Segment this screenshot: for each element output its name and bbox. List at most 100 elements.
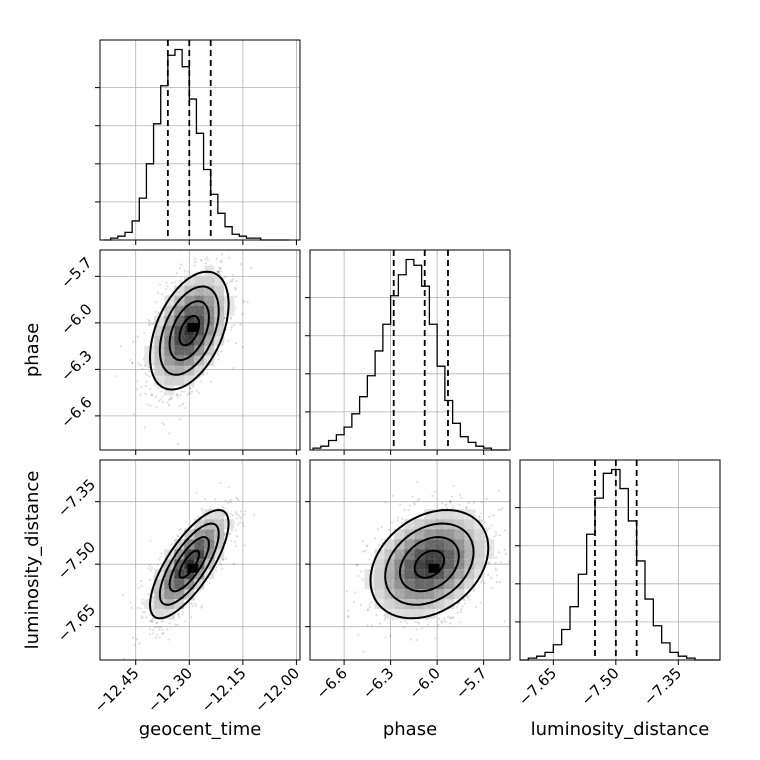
sample-point — [162, 401, 165, 404]
sample-point — [132, 412, 135, 416]
contour-line — [148, 508, 230, 620]
sample-point — [137, 362, 140, 365]
density-cell — [424, 589, 435, 600]
sample-point — [161, 421, 164, 425]
sample-point — [148, 619, 151, 622]
sample-point — [480, 500, 483, 504]
density-cell — [424, 599, 435, 610]
sample-point — [235, 496, 238, 499]
density-cell — [394, 579, 405, 590]
density-cell — [214, 509, 225, 520]
sample-point — [235, 544, 238, 548]
sample-point — [191, 604, 194, 608]
sample-point — [399, 620, 403, 624]
sample-point — [376, 527, 380, 531]
sample-point — [490, 576, 493, 579]
sample-point — [463, 602, 467, 605]
density-cell — [474, 549, 485, 560]
density-cell — [154, 315, 165, 326]
sample-point — [346, 609, 350, 612]
density-cell — [484, 549, 495, 560]
density-cell — [164, 375, 175, 386]
sample-point — [494, 561, 497, 565]
sample-point — [504, 552, 507, 556]
x-axis-label-luminosity-distance: luminosity_distance — [531, 719, 710, 740]
sample-point — [362, 650, 365, 653]
sample-point — [181, 390, 184, 393]
sample-point — [230, 326, 233, 329]
sample-point — [366, 545, 369, 548]
sample-point — [129, 358, 132, 362]
sample-point — [388, 528, 391, 532]
sample-point — [465, 595, 469, 598]
sample-point — [205, 372, 209, 375]
sample-point — [217, 350, 220, 353]
sample-point — [145, 380, 148, 383]
sample-point — [449, 501, 452, 504]
density-cell — [214, 285, 225, 296]
sample-point — [463, 598, 466, 601]
sample-point — [365, 544, 368, 547]
density-cell — [374, 579, 385, 590]
sample-point — [238, 515, 242, 518]
sample-point — [417, 498, 421, 501]
sample-point — [468, 598, 471, 601]
x-tick-label: −12.45 — [91, 664, 143, 716]
sample-point — [416, 481, 419, 484]
density-cell — [384, 589, 395, 600]
sample-point — [184, 407, 187, 410]
sample-point — [232, 562, 235, 565]
sample-point — [483, 536, 487, 539]
density-cell — [184, 295, 195, 306]
sample-point — [141, 367, 144, 370]
density-cell — [194, 285, 205, 296]
sample-point — [154, 625, 157, 629]
sample-point — [237, 523, 240, 526]
sample-point — [231, 273, 235, 276]
y-tick-label: −6.3 — [57, 347, 95, 385]
sample-point — [392, 618, 395, 621]
sample-point — [228, 532, 232, 535]
sample-point — [180, 403, 183, 407]
density-cell — [474, 569, 485, 580]
hist-geocent-time-panel — [95, 39, 301, 245]
sample-point — [147, 567, 150, 570]
density-cell — [204, 285, 215, 296]
sample-point — [188, 387, 191, 390]
sample-point — [155, 301, 158, 304]
sample-point — [167, 432, 171, 435]
density-cell — [214, 275, 225, 286]
density-cell — [194, 335, 205, 346]
sample-point — [378, 622, 382, 625]
sample-point — [377, 543, 380, 546]
sample-point — [391, 521, 394, 524]
sample-point — [347, 615, 350, 619]
sample-point — [384, 501, 387, 504]
sample-point — [201, 511, 205, 514]
sample-point — [183, 390, 186, 393]
density-cell — [184, 305, 195, 316]
density-cell — [194, 529, 205, 540]
sample-point — [157, 400, 161, 403]
sample-point — [243, 544, 246, 547]
sample-point — [158, 558, 161, 561]
sample-point — [345, 590, 349, 593]
density-cell — [474, 539, 485, 550]
density-cell — [454, 509, 465, 520]
sample-point — [366, 608, 369, 611]
sample-point — [160, 552, 163, 555]
density-cell — [154, 365, 165, 376]
sample-point — [480, 512, 483, 515]
density-cell — [204, 509, 215, 520]
sample-point — [151, 620, 154, 623]
sample-point — [157, 387, 160, 390]
density-cell — [434, 569, 445, 580]
density-cell — [204, 529, 215, 540]
sample-point — [359, 603, 363, 607]
density-cell — [464, 549, 475, 560]
sample-point — [131, 361, 134, 364]
sample-point — [443, 617, 446, 620]
sample-point — [217, 271, 220, 274]
sample-point — [171, 281, 174, 284]
sample-point — [231, 278, 234, 281]
